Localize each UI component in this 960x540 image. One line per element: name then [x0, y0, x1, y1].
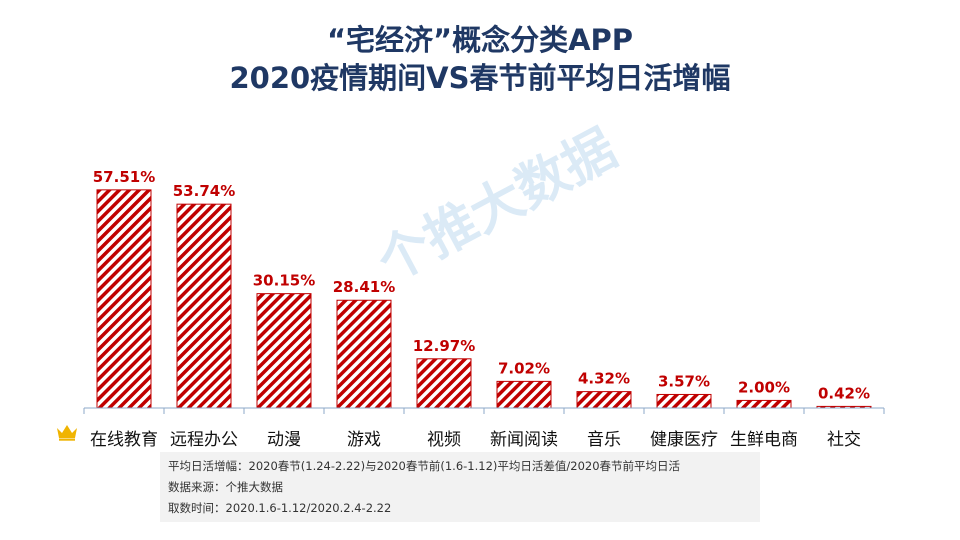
bar-1 [176, 203, 232, 409]
bar-4 [416, 358, 472, 409]
bar-5 [496, 380, 552, 409]
bar-0 [96, 189, 152, 409]
data-label-6: 4.32% [578, 370, 630, 388]
category-label-7: 健康医疗 [650, 430, 718, 450]
footnote-period: 取数时间：2020.1.6-1.12/2020.2.4-2.22 [168, 501, 392, 515]
category-label-5: 新闻阅读 [490, 430, 558, 450]
data-label-8: 2.00% [738, 378, 790, 396]
category-label-6: 音乐 [587, 430, 621, 450]
crown-icon [57, 425, 77, 441]
footnote-box: 平均日活增幅：2020春节(1.24-2.22)与2020春节前(1.6-1.1… [160, 452, 760, 522]
data-label-1: 53.74% [173, 182, 235, 200]
category-label-8: 生鲜电商 [730, 430, 798, 450]
data-label-7: 3.57% [658, 372, 710, 390]
category-label-1: 远程办公 [170, 430, 238, 450]
chart-title-line2: 2020疫情期间VS春节前平均日活增幅 [229, 61, 731, 95]
data-label-4: 12.97% [413, 337, 475, 355]
bar-7 [656, 393, 712, 409]
data-label-3: 28.41% [333, 278, 395, 296]
category-label-2: 动漫 [267, 430, 301, 450]
bar-6 [576, 391, 632, 409]
data-label-5: 7.02% [498, 359, 550, 377]
category-label-3: 游戏 [347, 430, 381, 450]
data-label-9: 0.42% [818, 384, 870, 402]
chart-title-line1: “宅经济”概念分类APP [326, 23, 634, 57]
category-label-4: 视频 [427, 430, 461, 450]
category-label-0: 在线教育 [90, 430, 158, 450]
data-label-2: 30.15% [253, 272, 315, 290]
bar-8 [736, 399, 792, 409]
footnote-source: 数据来源：个推大数据 [168, 480, 283, 494]
data-label-0: 57.51% [93, 168, 155, 186]
footnote-definition: 平均日活增幅：2020春节(1.24-2.22)与2020春节前(1.6-1.1… [168, 459, 681, 473]
category-label-9: 社交 [827, 430, 861, 450]
bar-2 [256, 293, 312, 409]
bar-3 [336, 299, 392, 409]
